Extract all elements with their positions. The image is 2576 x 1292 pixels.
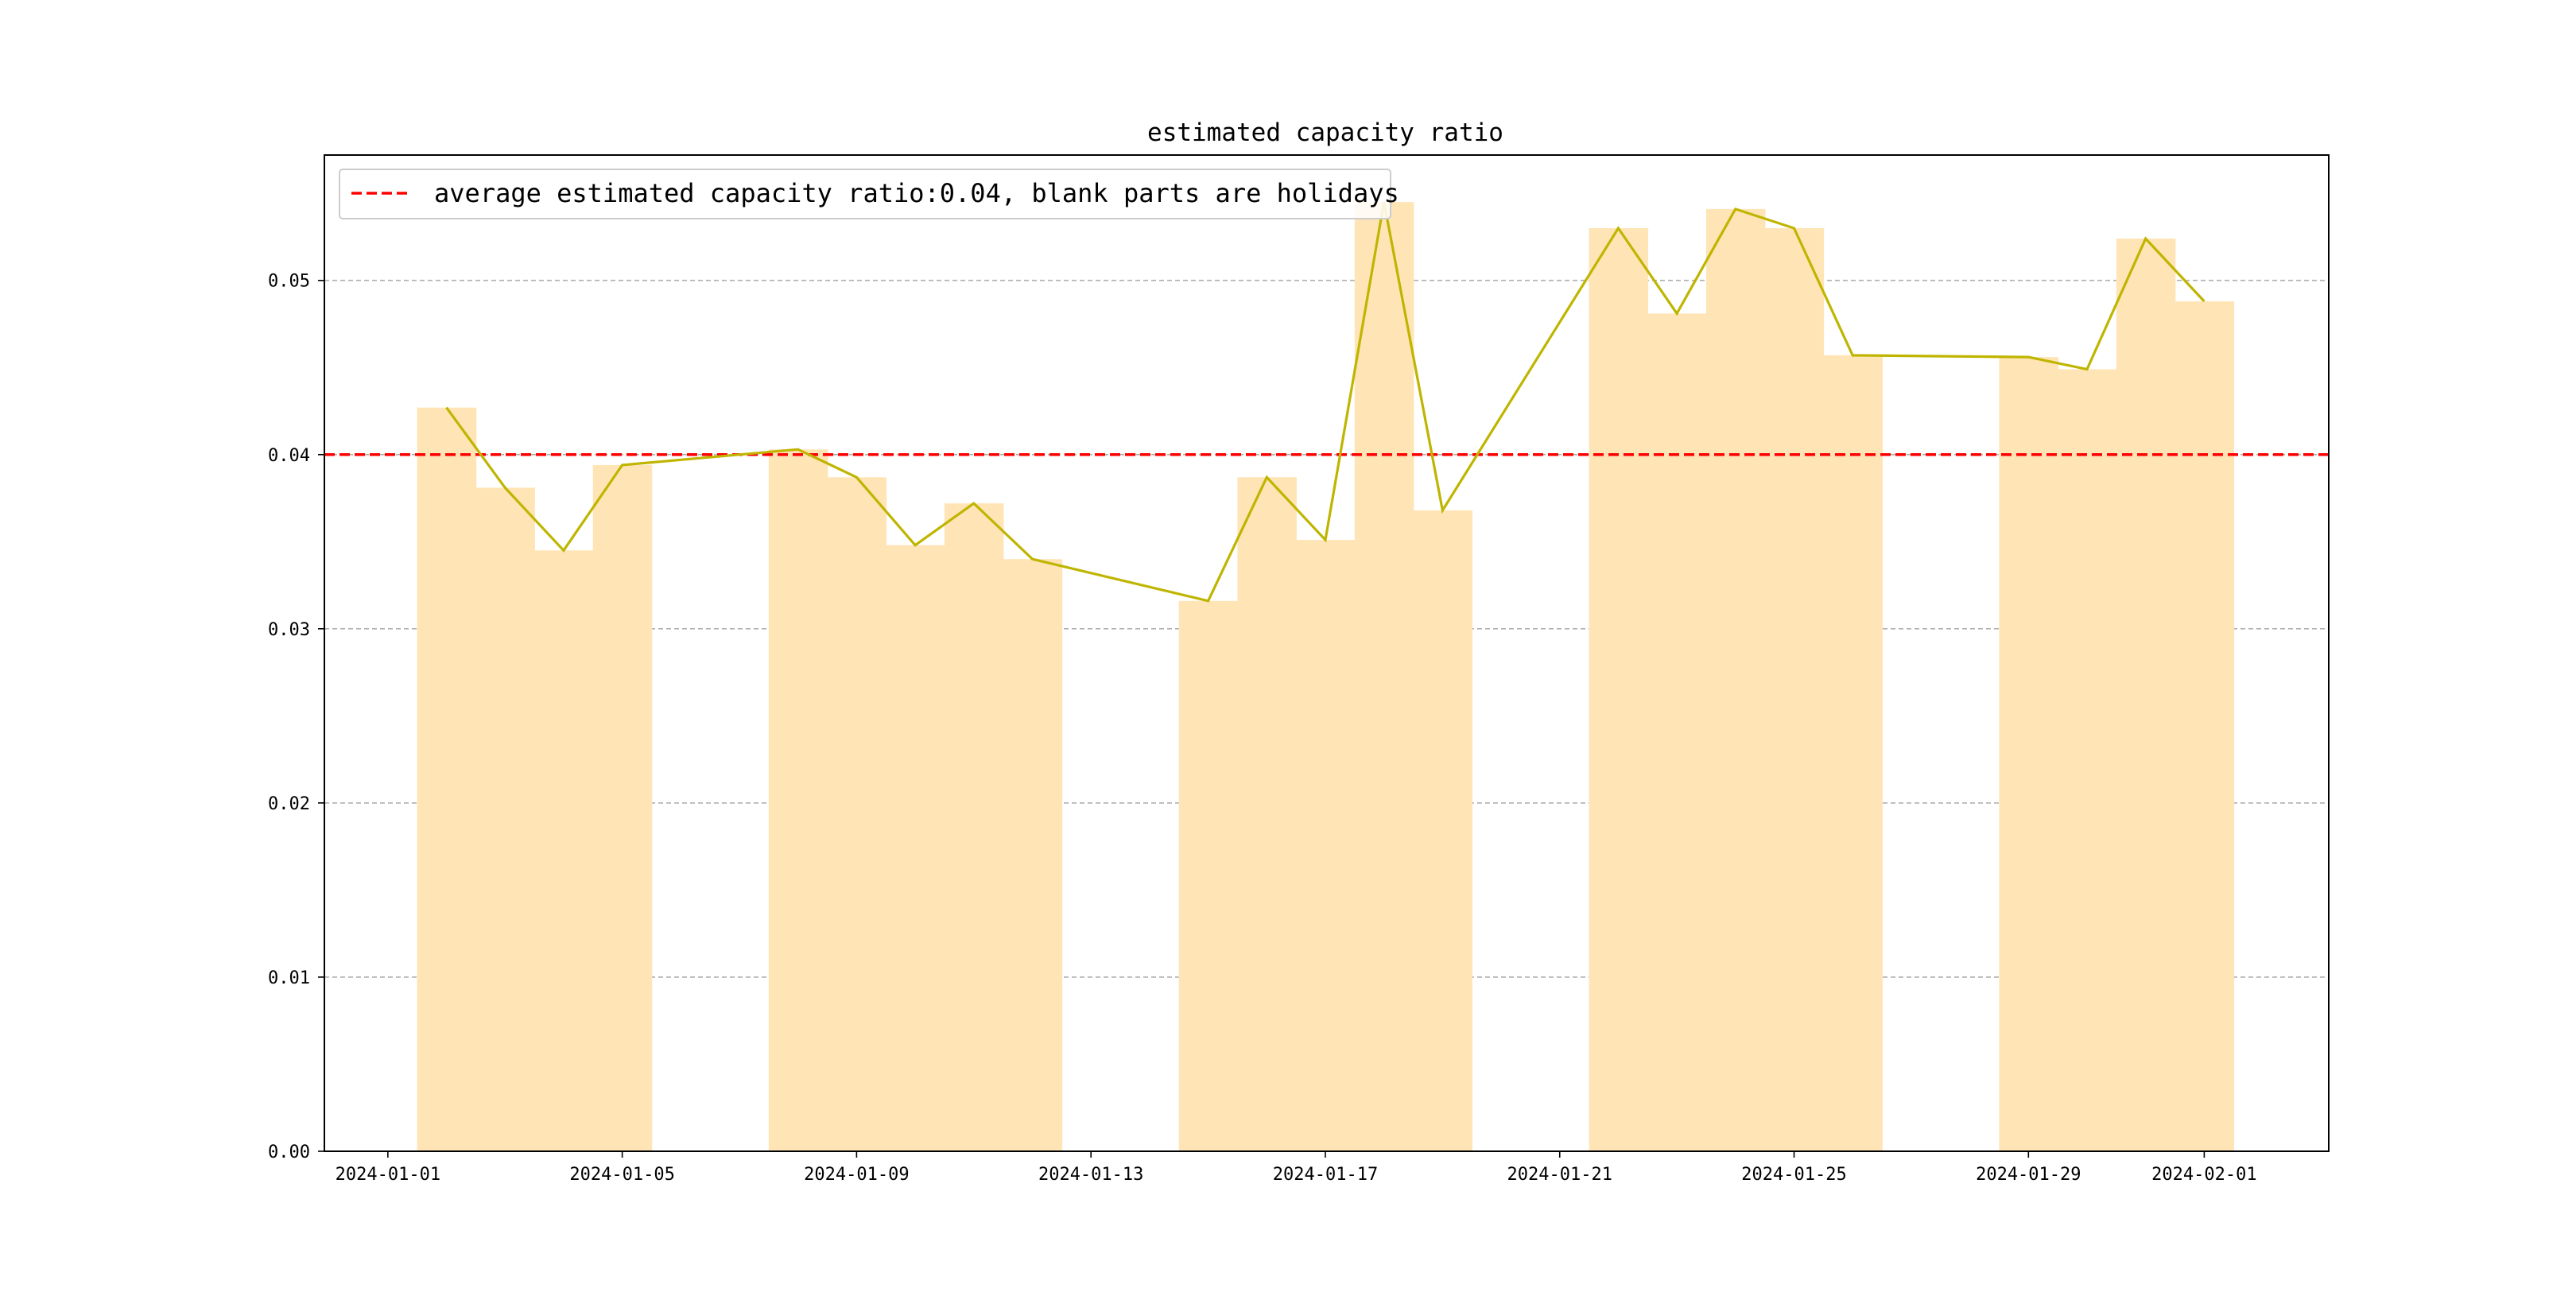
bar: [534, 550, 594, 1151]
x-tick-label: 2024-01-09: [804, 1165, 909, 1185]
bar: [827, 477, 887, 1151]
bar: [592, 464, 653, 1151]
bar: [1589, 228, 1649, 1151]
x-tick-label: 2024-01-29: [1976, 1165, 2081, 1185]
x-tick-label: 2024-01-01: [336, 1165, 440, 1185]
x-tick-label: 2024-01-13: [1038, 1165, 1143, 1185]
bar: [2174, 301, 2235, 1152]
bar: [768, 449, 828, 1151]
y-tick-label: 0.00: [268, 1143, 310, 1162]
bar: [1296, 540, 1356, 1151]
y-tick-label: 0.03: [268, 620, 310, 640]
x-tick-label: 2024-02-01: [2151, 1165, 2256, 1185]
series-line: [445, 201, 2206, 603]
bar: [944, 503, 1004, 1151]
bar-series: [417, 202, 2235, 1152]
bar: [1705, 208, 1766, 1151]
bar: [886, 545, 945, 1151]
legend: average estimated capacity ratio:0.04, b…: [339, 169, 1399, 219]
legend-box: [339, 169, 1391, 219]
x-tick-label: 2024-01-17: [1273, 1165, 1378, 1185]
bar: [1178, 600, 1239, 1151]
axes: 0.00 0.01 0.02 0.03 0.04 0.05 2024-01-01 2024-0…: [268, 154, 2330, 1185]
bar: [2116, 239, 2176, 1151]
plot-frame: [324, 154, 2330, 1152]
chart-title: estimated capacity ratio: [1147, 118, 1503, 147]
bar: [475, 487, 535, 1151]
bar: [1647, 313, 1707, 1151]
bar: [1003, 559, 1063, 1151]
y-tick-label: 0.05: [268, 272, 310, 292]
x-tick-label: 2024-01-21: [1507, 1165, 1612, 1185]
y-tick-label: 0.01: [268, 968, 310, 988]
legend-average-label: average estimated capacity ratio:0.04, b…: [434, 178, 1399, 208]
bar: [417, 407, 477, 1151]
bar: [1413, 510, 1473, 1151]
x-tick-label: 2024-01-25: [1741, 1165, 1846, 1185]
x-tick-label: 2024-01-05: [569, 1165, 674, 1185]
bar: [1237, 477, 1297, 1151]
bar: [1999, 357, 2058, 1152]
bar: [1764, 228, 1825, 1151]
bar: [1823, 355, 1883, 1152]
y-tick-label: 0.04: [268, 446, 310, 466]
bar: [1354, 202, 1414, 1151]
y-tick-label: 0.02: [268, 794, 310, 814]
bar: [2058, 369, 2117, 1151]
line-series: [445, 201, 2206, 603]
